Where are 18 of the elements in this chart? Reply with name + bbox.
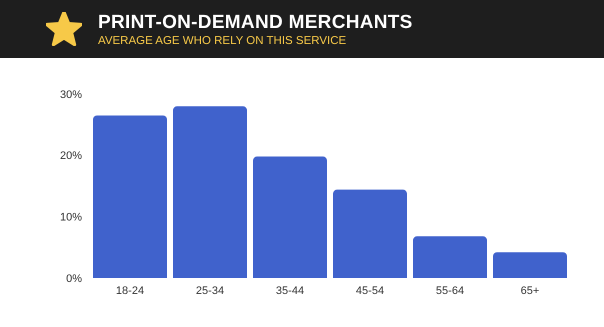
chart-title: PRINT-ON-DEMAND MERCHANTS xyxy=(98,12,413,34)
x-tick-label: 45-54 xyxy=(356,284,384,297)
x-tick-label: 35-44 xyxy=(276,284,304,297)
x-tick-label: 65+ xyxy=(520,284,540,297)
bar xyxy=(413,236,487,278)
bar xyxy=(173,106,247,278)
bar xyxy=(333,190,407,278)
bar xyxy=(493,252,567,278)
y-tick-label: 0% xyxy=(66,272,82,285)
y-tick-label: 30% xyxy=(60,88,82,101)
y-tick-label: 10% xyxy=(60,212,82,224)
chart-subtitle: AVERAGE AGE WHO RELY ON THIS SERVICE xyxy=(98,35,346,47)
y-tick-label: 20% xyxy=(60,150,82,162)
x-tick-label: 25-34 xyxy=(196,284,224,297)
x-tick-label: 55-64 xyxy=(436,284,464,297)
bar xyxy=(253,156,327,278)
x-tick-label: 18-24 xyxy=(116,284,144,297)
bar xyxy=(93,115,167,278)
